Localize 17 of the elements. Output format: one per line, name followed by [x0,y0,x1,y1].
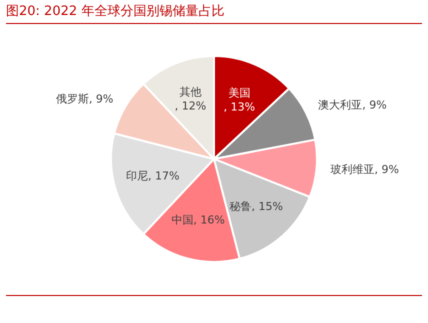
data-label: , 9% [362,98,387,112]
slice-label: 其他 [179,85,202,98]
slice-label: 中国 [171,214,194,227]
data-label: , 9% [374,162,399,176]
data-label: , 13% [224,100,256,114]
slice-label: 俄罗斯 [56,92,89,106]
data-label: , 12% [174,99,206,112]
slice-label: 玻利维亚 [330,162,374,176]
data-label: , 17% [148,170,180,183]
slice-label: 印尼 [126,170,148,183]
chart-title: 图20: 2022 年全球分国别锡储量占比 [6,2,422,24]
slice-label: 秘鲁 [230,200,252,213]
data-label: , 15% [252,200,283,213]
slice-label: 澳大利亚 [318,98,362,112]
slice-label: 美国 [228,86,250,100]
data-label: , 9% [88,92,114,106]
data-label: , 16% [193,214,225,227]
